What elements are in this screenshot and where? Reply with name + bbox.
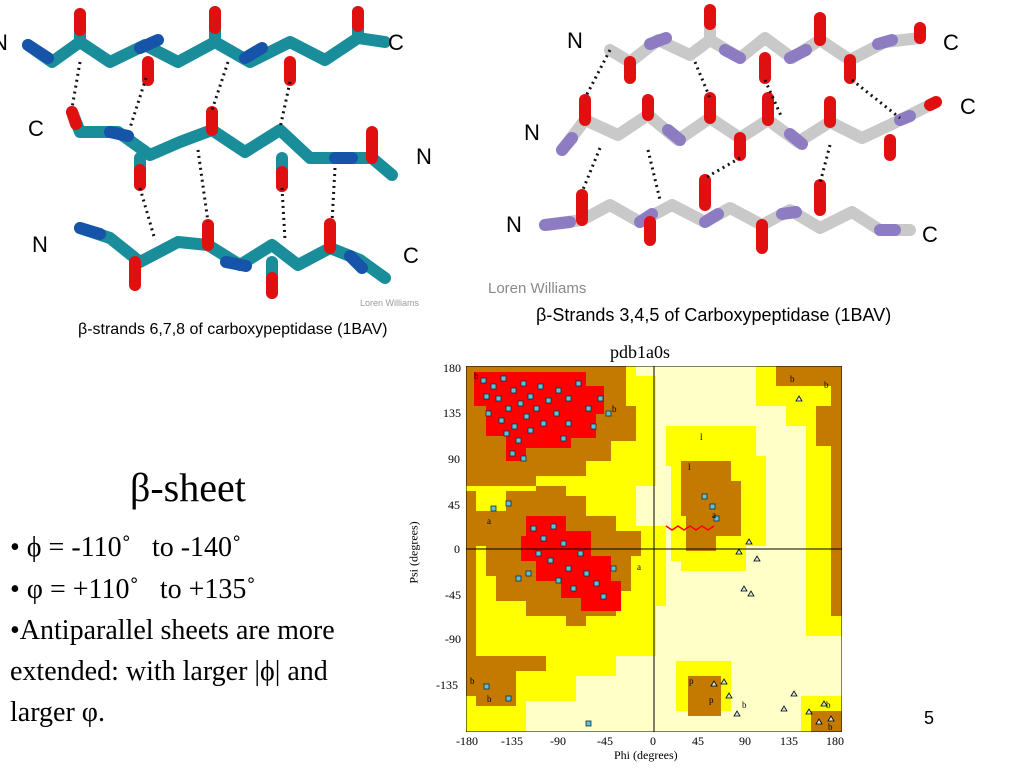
region-label: b bbox=[487, 694, 492, 704]
left-credit: Loren Williams bbox=[360, 298, 420, 308]
region-label: a bbox=[487, 516, 491, 526]
ramachandran-plot bbox=[466, 366, 842, 732]
left-label-n-middle: N bbox=[416, 144, 432, 169]
left-label-c-bottom: C bbox=[403, 243, 419, 268]
ytick: 45 bbox=[448, 498, 460, 512]
ramachandran-xlabel: Phi (degrees) bbox=[614, 748, 678, 762]
xtick: 0 bbox=[650, 734, 656, 748]
right-label-c-middle: C bbox=[960, 94, 976, 119]
xtick: 45 bbox=[692, 734, 704, 748]
left-label-c-middle: C bbox=[28, 116, 44, 141]
ytick: -90 bbox=[445, 632, 461, 646]
left-strand-figure bbox=[22, 6, 398, 299]
right-label-n-top: N bbox=[567, 28, 583, 53]
region-label: a bbox=[637, 562, 641, 572]
region-label: p bbox=[709, 695, 714, 705]
right-strand-figure bbox=[539, 4, 942, 254]
bullet-phi: • ϕ = -110˚ to -140˚ bbox=[10, 532, 242, 563]
region-label: b bbox=[470, 676, 475, 686]
right-credit: Loren Williams bbox=[488, 280, 587, 297]
region-label: l bbox=[688, 462, 691, 472]
ytick: -45 bbox=[445, 588, 461, 602]
region-label: b bbox=[742, 700, 747, 710]
right-label-c-top: C bbox=[943, 30, 959, 55]
region-label: b bbox=[824, 380, 829, 390]
ytick: -135 bbox=[436, 678, 458, 692]
region-label: b bbox=[790, 374, 795, 384]
xtick: -180 bbox=[456, 734, 478, 748]
bullet-antiparallel-end: larger φ. bbox=[10, 697, 105, 728]
left-strand-bottom bbox=[74, 222, 391, 284]
page-number: 5 bbox=[924, 708, 935, 728]
right-label-n-bottom: N bbox=[506, 212, 522, 237]
region-label: a bbox=[712, 510, 716, 520]
region-label: b bbox=[826, 700, 831, 710]
slide-title: β-sheet bbox=[130, 465, 246, 510]
xtick: -90 bbox=[550, 734, 566, 748]
right-label-c-bottom: C bbox=[922, 222, 938, 247]
left-strand-middle bbox=[66, 106, 398, 181]
left-label-n-top: N bbox=[0, 30, 8, 56]
ytick: 0 bbox=[454, 542, 460, 556]
glycine-points bbox=[710, 395, 835, 725]
right-caption: β-Strands 3,4,5 of Carboxypeptidase (1BA… bbox=[536, 305, 892, 325]
xtick: -135 bbox=[501, 734, 523, 748]
region-label: p bbox=[689, 676, 694, 686]
alpha-left-points bbox=[665, 525, 715, 531]
data-points bbox=[480, 375, 720, 727]
ytick: 90 bbox=[448, 452, 460, 466]
bullet-psi: • φ = +110˚ to +135˚ bbox=[10, 574, 256, 605]
region-label: b bbox=[612, 404, 617, 414]
ramachandran-ylabel: Psi (degrees) bbox=[406, 521, 421, 584]
right-label-n-middle: N bbox=[524, 120, 540, 145]
region-label: b bbox=[828, 722, 833, 732]
left-caption: β-strands 6,7,8 of carboxypeptidase (1BA… bbox=[78, 321, 388, 338]
region-label: l bbox=[700, 432, 703, 442]
right-strand-bottom bbox=[539, 199, 916, 236]
xtick: -45 bbox=[597, 734, 613, 748]
xtick: 135 bbox=[780, 734, 798, 748]
ytick: 135 bbox=[443, 406, 461, 420]
xtick: 90 bbox=[739, 734, 751, 748]
left-label-n-bottom: N bbox=[32, 232, 48, 257]
ramachandran-title: pdb1a0s bbox=[610, 342, 670, 362]
bullet-antiparallel: •Antiparallel sheets are more bbox=[10, 615, 335, 646]
region-label: b bbox=[474, 371, 479, 381]
bullet-antiparallel-cont: extended: with larger |ϕ| and bbox=[10, 656, 328, 687]
left-label-c-top: C bbox=[388, 30, 404, 55]
xtick: 180 bbox=[826, 734, 844, 748]
ytick: 180 bbox=[443, 361, 461, 375]
